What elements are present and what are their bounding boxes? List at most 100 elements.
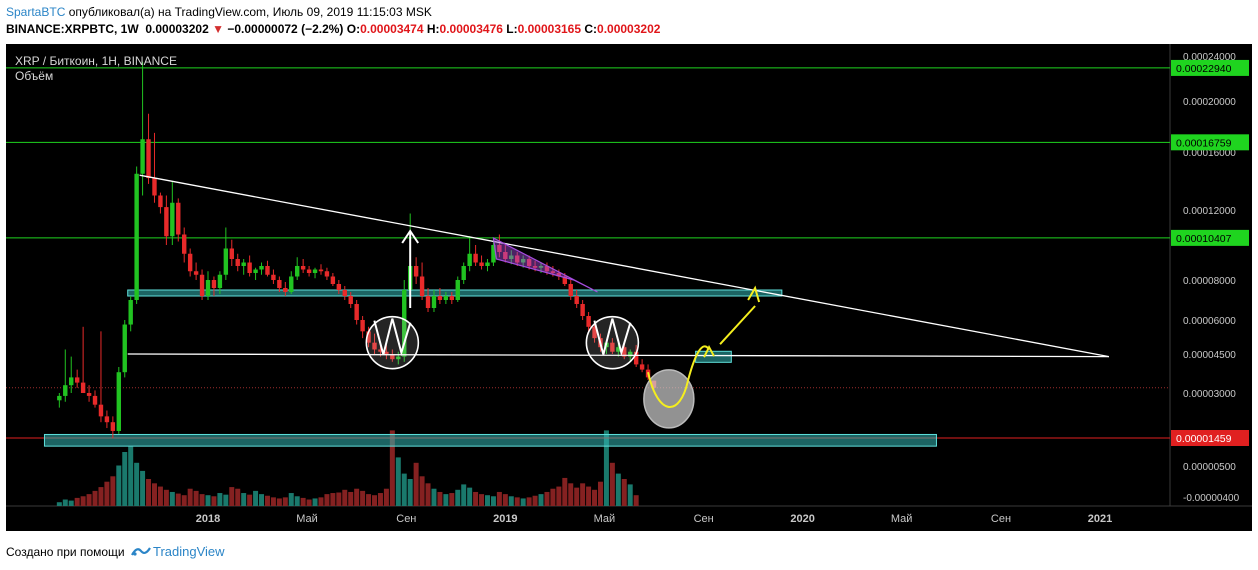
- candle-body: [402, 290, 407, 357]
- volume-bar: [508, 496, 514, 506]
- volume-bar: [193, 490, 199, 506]
- candle-body: [348, 296, 353, 304]
- level-price-label: 0.00022940: [1176, 63, 1232, 75]
- price-change: −0.00000072 (−2.2%): [227, 22, 344, 36]
- volume-bar: [68, 500, 74, 506]
- volume-bar: [80, 496, 86, 506]
- resistance-trendline: [139, 174, 1110, 358]
- candle-body: [134, 173, 139, 300]
- candle-body: [122, 324, 127, 373]
- volume-bar: [597, 481, 603, 506]
- volume-bar: [544, 491, 550, 506]
- volume-bar: [467, 487, 473, 506]
- candle-body: [562, 276, 567, 284]
- candle-body: [324, 271, 330, 277]
- volume-bar: [140, 470, 146, 506]
- high-label: H:: [426, 22, 440, 36]
- double-bottom-circle: [585, 315, 640, 370]
- candle-body: [580, 304, 585, 316]
- open-label: O:: [346, 22, 361, 36]
- candle-body: [616, 347, 621, 352]
- volume-bar: [633, 495, 639, 506]
- volume-bar: [615, 473, 621, 506]
- tradingview-logo-icon: [131, 545, 151, 560]
- candle-body: [622, 347, 627, 357]
- candle-body: [437, 296, 443, 300]
- candle-body: [538, 266, 544, 268]
- published-text: опубликовал(а) на TradingView.com, Июль …: [65, 5, 432, 19]
- x-tick-label: 2021: [1088, 513, 1112, 525]
- volume-bar: [181, 495, 187, 506]
- volume-bar: [276, 498, 282, 506]
- y-tick-label: 0.00016000: [1183, 148, 1236, 159]
- candle-body: [544, 266, 550, 272]
- candle-body: [63, 385, 68, 396]
- y-tick-label: 0.00003000: [1183, 389, 1236, 400]
- volume-bar: [342, 489, 348, 506]
- volume-bar: [217, 493, 223, 506]
- forecast-arrow-line: [719, 305, 756, 345]
- volume-bar: [461, 484, 467, 506]
- volume-bar: [330, 493, 336, 506]
- volume-bar: [538, 494, 544, 506]
- level-price-tag: [1171, 429, 1249, 446]
- volume-bar: [389, 430, 395, 506]
- author-link[interactable]: SpartaBTC: [6, 5, 66, 19]
- low-label: L:: [506, 22, 518, 36]
- candle-body: [532, 266, 538, 268]
- volume-bar: [360, 490, 366, 506]
- x-tick-label: Сен: [991, 513, 1011, 525]
- level-price-tag: [1171, 134, 1249, 151]
- candle-body: [467, 253, 472, 266]
- candle-body: [485, 262, 490, 266]
- volume-bar: [205, 495, 211, 506]
- candle-body: [128, 300, 133, 325]
- volume-bar: [146, 479, 152, 506]
- volume-bar: [496, 491, 502, 506]
- candle-body: [312, 269, 318, 273]
- volume-bar: [383, 488, 389, 506]
- support-zone: [695, 350, 732, 363]
- support-line: [127, 353, 1109, 358]
- candle-body: [229, 248, 234, 259]
- chart-area[interactable]: 0.00024000 0.00020000 0.00016000 0.00012000…: [6, 44, 1252, 531]
- y-tick-label: 0.00012000: [1183, 206, 1236, 217]
- candle-body: [170, 202, 175, 237]
- candle-body: [289, 276, 294, 292]
- candle-body: [503, 252, 508, 259]
- volume-bar: [157, 486, 163, 506]
- volume-bar: [336, 492, 342, 506]
- volume-bar: [247, 494, 253, 506]
- candle-body: [491, 245, 496, 263]
- candle-body: [98, 404, 104, 417]
- price-chart[interactable]: 0.00024000 0.00020000 0.00016000 0.00012000…: [6, 44, 1252, 531]
- candle-body: [378, 349, 383, 352]
- volume-bar: [627, 484, 633, 506]
- candle-body: [336, 284, 342, 290]
- candle-body: [372, 342, 377, 350]
- volume-bar: [372, 495, 378, 506]
- open-value: 0.00003474: [360, 22, 424, 36]
- candle-body: [330, 276, 336, 284]
- volume-bar: [270, 497, 276, 506]
- candle-body: [354, 304, 359, 320]
- candle-body: [253, 269, 258, 273]
- level-price-tag: [1171, 229, 1249, 246]
- candle-body: [247, 262, 252, 273]
- volume-bar: [484, 495, 490, 506]
- candle-body: [140, 139, 145, 174]
- candle-body: [74, 377, 80, 383]
- candle-body: [628, 351, 633, 357]
- volume-bar: [151, 483, 157, 506]
- legend-title: XRP / Биткоин, 1H, BINANCE: [15, 54, 177, 68]
- publish-header: SpartaBTC опубликовал(а) на TradingView.…: [0, 0, 1258, 42]
- y-tick-label: 0.00008000: [1183, 276, 1236, 287]
- volume-bar: [586, 486, 592, 506]
- tradingview-link[interactable]: TradingView: [152, 544, 225, 559]
- candle-body: [526, 259, 532, 266]
- volume-bar: [395, 457, 401, 506]
- volume-bar: [431, 488, 437, 506]
- close-label: C:: [584, 22, 598, 36]
- candle-body: [639, 364, 645, 370]
- candle-body: [384, 351, 389, 354]
